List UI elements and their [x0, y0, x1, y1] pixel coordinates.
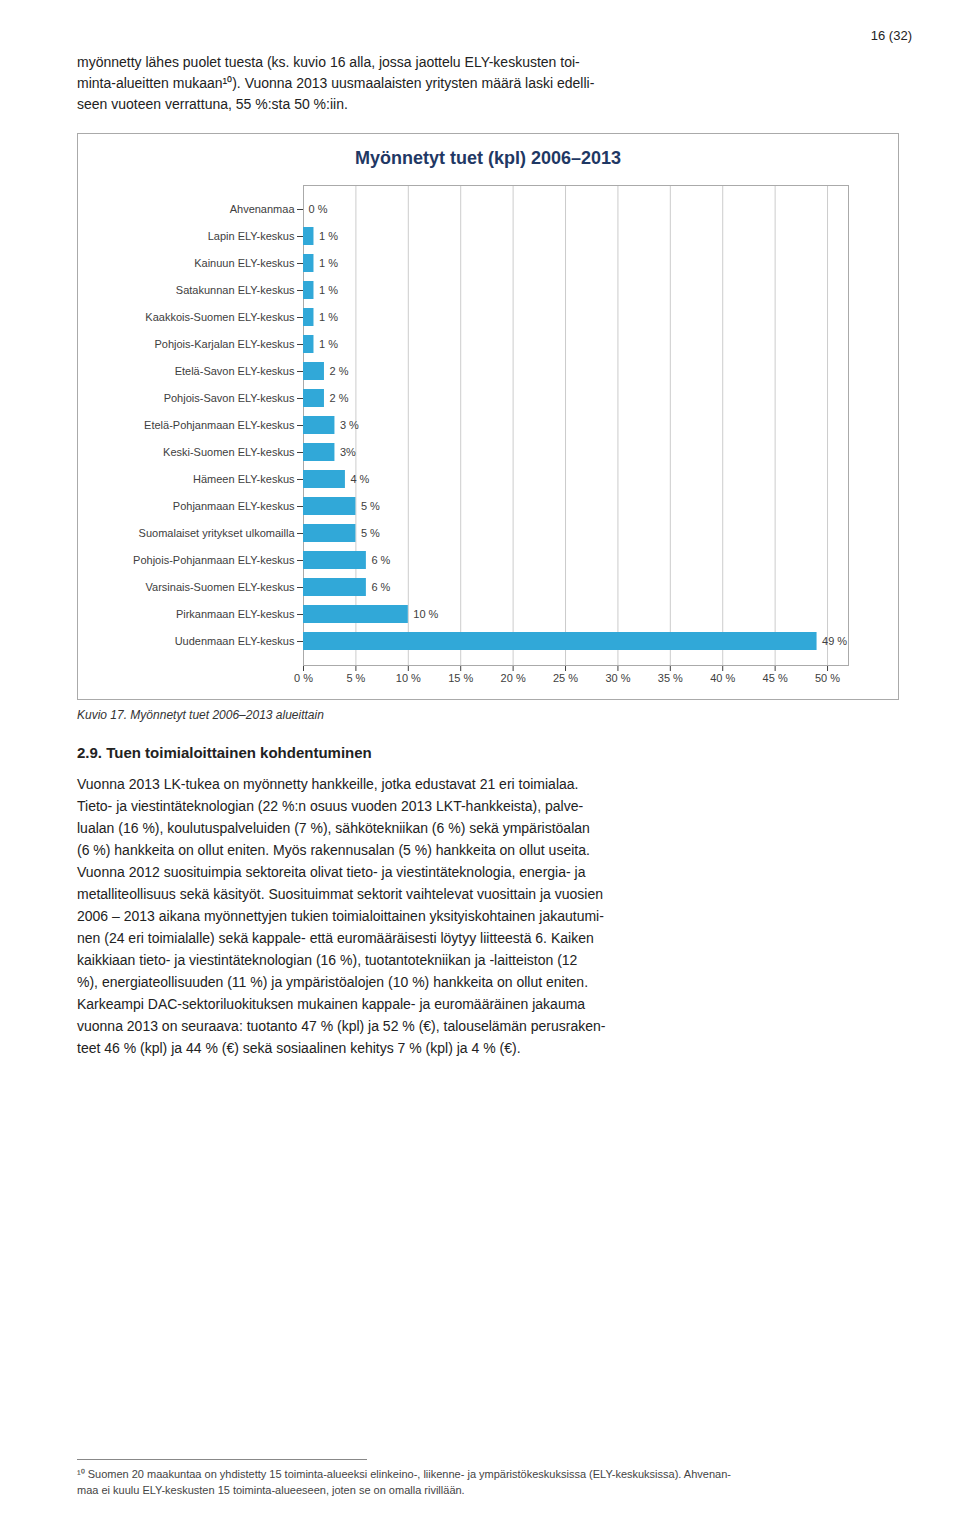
html-text:myönnetty lähes puolet tuesta: myönnetty lähes puolet tuesta (ks. kuvio…: [77, 54, 580, 70]
svg-text:0 %: 0 %: [294, 672, 313, 684]
svg-text:25 %: 25 %: [553, 672, 578, 684]
svg-text:2 %: 2 %: [329, 392, 348, 404]
svg-text:Pohjois-Pohjanmaan ELY-keskus: Pohjois-Pohjanmaan ELY-keskus: [133, 554, 295, 566]
svg-text:50 %: 50 %: [815, 672, 840, 684]
svg-text:1 %: 1 %: [319, 284, 338, 296]
svg-text:1 %: 1 %: [319, 311, 338, 323]
svg-text:30 %: 30 %: [605, 672, 630, 684]
svg-text:Pohjois-Karjalan ELY-keskus: Pohjois-Karjalan ELY-keskus: [154, 338, 295, 350]
svg-text:Uudenmaan ELY-keskus: Uudenmaan ELY-keskus: [175, 635, 295, 647]
html-text:seen vuoteen verrattuna, 55 %:: seen vuoteen verrattuna, 55 %:sta 50 %:i…: [77, 96, 348, 112]
svg-text:10 %: 10 %: [413, 608, 438, 620]
svg-text:Keski-Suomen ELY-keskus: Keski-Suomen ELY-keskus: [163, 446, 295, 458]
html-text:Myönnetyt tuet (kpl) 2006–2013: Myönnetyt tuet (kpl) 2006–2013: [355, 148, 621, 168]
svg-text:49 %: 49 %: [822, 635, 847, 647]
svg-text:Pohjanmaan ELY-keskus: Pohjanmaan ELY-keskus: [173, 500, 295, 512]
html-text:Vuonna 2013 LK-tukea on myönne: Vuonna 2013 LK-tukea on myönnetty hankke…: [77, 776, 606, 1056]
svg-text:Kainuun ELY-keskus: Kainuun ELY-keskus: [194, 257, 295, 269]
svg-text:3 %: 3 %: [340, 419, 359, 431]
svg-text:5 %: 5 %: [361, 527, 380, 539]
html-text:2.9. Tuen toimialoittainen koh: 2.9. Tuen toimialoittainen kohdentuminen: [77, 744, 372, 761]
html-text:minta-alueitten mukaan¹⁰). Vuo: minta-alueitten mukaan¹⁰). Vuonna 2013 u…: [77, 75, 595, 91]
svg-text:Varsinais-Suomen ELY-keskus: Varsinais-Suomen ELY-keskus: [146, 581, 295, 593]
svg-text:Suomalaiset yritykset ulkomail: Suomalaiset yritykset ulkomailla: [139, 527, 296, 539]
svg-text:Kaakkois-Suomen ELY-keskus: Kaakkois-Suomen ELY-keskus: [145, 311, 295, 323]
html-text:16 (32): 16 (32): [870, 28, 912, 43]
svg-text:0 %: 0 %: [309, 203, 328, 215]
svg-text:1 %: 1 %: [319, 257, 338, 269]
svg-text:Satakunnan ELY-keskus: Satakunnan ELY-keskus: [176, 284, 295, 296]
svg-text:5 %: 5 %: [361, 500, 380, 512]
svg-text:5 %: 5 %: [346, 672, 365, 684]
svg-text:Pirkanmaan ELY-keskus: Pirkanmaan ELY-keskus: [176, 608, 295, 620]
svg-text:1 %: 1 %: [319, 338, 338, 350]
svg-text:3%: 3%: [340, 446, 356, 458]
svg-text:4 %: 4 %: [350, 473, 369, 485]
svg-text:45 %: 45 %: [763, 672, 788, 684]
svg-text:1 %: 1 %: [319, 230, 338, 242]
html-text:maa ei kuulu ELY-keskusten 15: maa ei kuulu ELY-keskusten 15 toiminta-a…: [77, 1484, 465, 1496]
html-text:Kuvio 17. Myönnetyt tuet 2006–: Kuvio 17. Myönnetyt tuet 2006–2013 aluei…: [77, 708, 324, 722]
svg-text:Hämeen ELY-keskus: Hämeen ELY-keskus: [193, 473, 295, 485]
svg-text:Pohjois-Savon ELY-keskus: Pohjois-Savon ELY-keskus: [164, 392, 295, 404]
html-text:¹⁰ Suomen 20 maakuntaa on yhdi: ¹⁰ Suomen 20 maakuntaa on yhdistetty 15 …: [77, 1468, 731, 1480]
svg-text:6 %: 6 %: [371, 581, 390, 593]
svg-text:Ahvenanmaa: Ahvenanmaa: [230, 203, 296, 215]
svg-text:Lapin ELY-keskus: Lapin ELY-keskus: [208, 230, 295, 242]
svg-text:Etelä-Pohjanmaan ELY-keskus: Etelä-Pohjanmaan ELY-keskus: [144, 419, 295, 431]
svg-text:35 %: 35 %: [658, 672, 683, 684]
svg-text:2 %: 2 %: [329, 365, 348, 377]
svg-text:6 %: 6 %: [371, 554, 390, 566]
svg-text:10 %: 10 %: [396, 672, 421, 684]
svg-text:20 %: 20 %: [501, 672, 526, 684]
svg-text:40 %: 40 %: [710, 672, 735, 684]
svg-text:Etelä-Savon ELY-keskus: Etelä-Savon ELY-keskus: [175, 365, 295, 377]
svg-text:15 %: 15 %: [448, 672, 473, 684]
